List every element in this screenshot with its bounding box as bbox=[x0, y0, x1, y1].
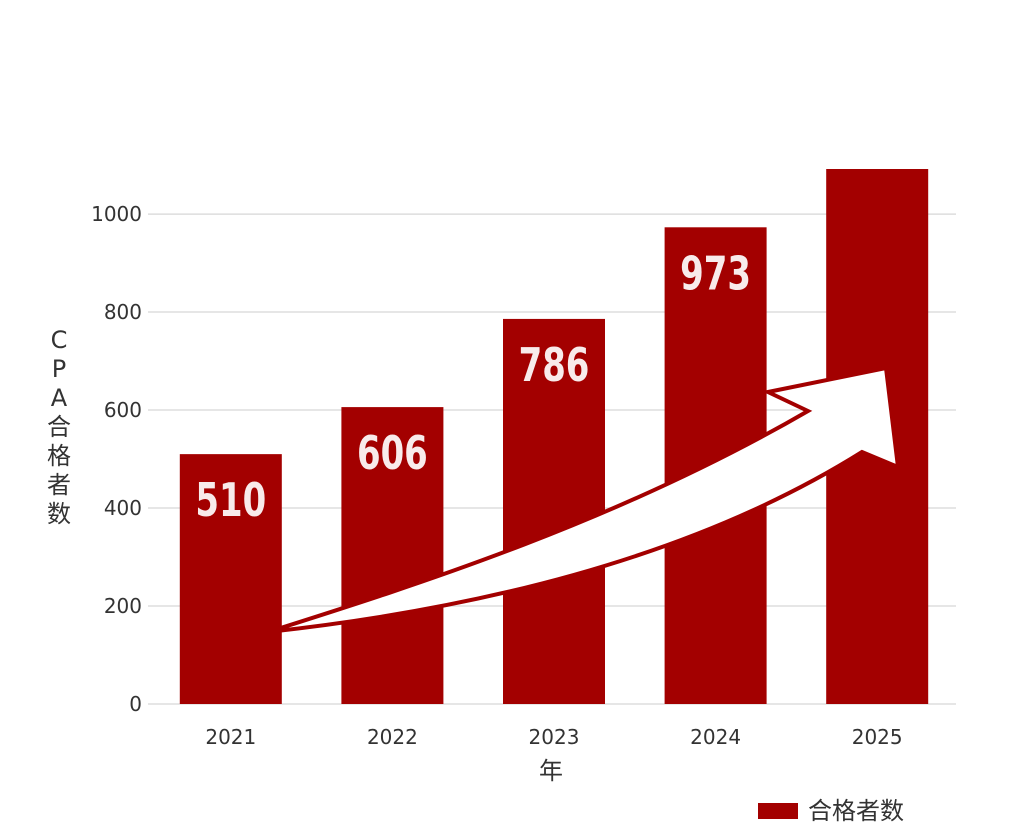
legend-label: 合格者数 bbox=[808, 797, 904, 825]
y-tick-label: 200 bbox=[104, 594, 142, 618]
y-tick-label: 600 bbox=[104, 398, 142, 422]
y-axis-ticks: 0 200 400 600 800 1000 bbox=[91, 202, 142, 716]
y-axis-title-char: 格 bbox=[47, 442, 71, 470]
x-tick-label: 2022 bbox=[367, 725, 418, 749]
y-tick-label: 800 bbox=[104, 300, 142, 324]
x-axis-ticks: 2021 2022 2023 2024 2025 bbox=[205, 725, 902, 749]
x-axis-title: 年 bbox=[539, 757, 563, 785]
x-tick-label: 2025 bbox=[852, 725, 903, 749]
y-axis-title-char: 合 bbox=[47, 413, 71, 441]
bar-value-label: 973 bbox=[680, 247, 751, 301]
y-axis-title-char: P bbox=[52, 355, 66, 383]
y-tick-label: 400 bbox=[104, 496, 142, 520]
bar-value-label: 1,092 bbox=[810, 103, 945, 171]
x-tick-label: 2021 bbox=[205, 725, 256, 749]
trend-arrow bbox=[267, 365, 901, 634]
legend: 合格者数 bbox=[758, 797, 904, 825]
legend-swatch bbox=[758, 803, 798, 819]
bar-2022 bbox=[341, 407, 444, 704]
x-tick-label: 2023 bbox=[529, 725, 580, 749]
y-axis-title-char: A bbox=[51, 384, 68, 412]
bar-2023 bbox=[503, 318, 605, 704]
bar-value-label: 510 bbox=[195, 473, 266, 527]
x-tick-label: 2024 bbox=[690, 725, 741, 749]
y-axis-title-char: C bbox=[51, 326, 68, 354]
y-axis-title-char: 者 bbox=[47, 471, 71, 499]
bar-value-labels: 510 606 786 973 1,092 bbox=[195, 103, 944, 527]
bar-2021 bbox=[179, 454, 282, 704]
y-axis-title-char: 数 bbox=[47, 500, 71, 528]
bar-value-label: 606 bbox=[357, 426, 428, 480]
y-tick-label: 1000 bbox=[91, 202, 142, 226]
y-tick-label: 0 bbox=[129, 692, 142, 716]
bar-value-label: 786 bbox=[519, 338, 590, 392]
